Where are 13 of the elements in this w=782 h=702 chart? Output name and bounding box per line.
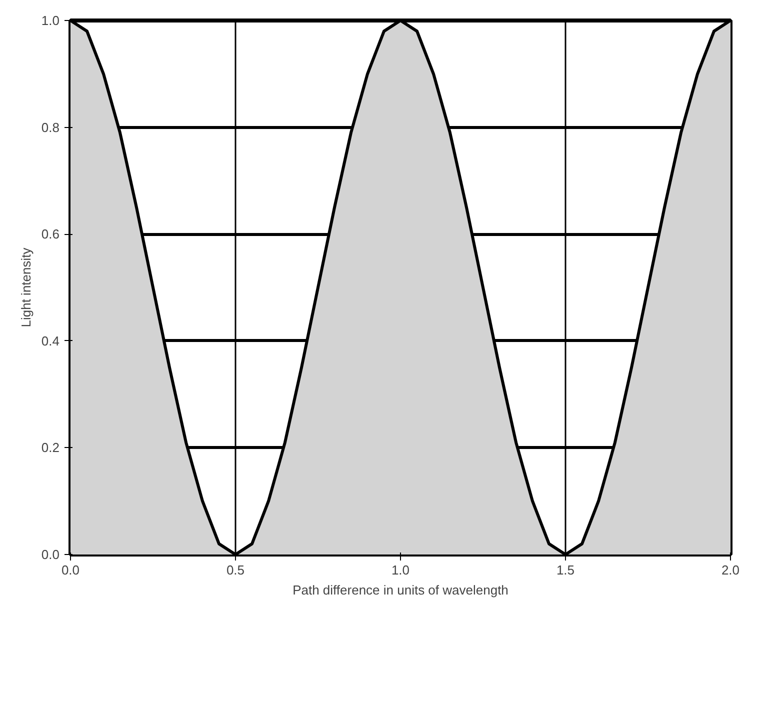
y-tick-label: 1.0 bbox=[41, 13, 60, 28]
x-tick-label: 1.5 bbox=[556, 562, 575, 578]
y-tick-label: 0.6 bbox=[41, 226, 60, 242]
y-tick-label: 0.2 bbox=[41, 440, 60, 456]
y-tick-label: 0.4 bbox=[41, 333, 60, 348]
x-tick-label: 1.0 bbox=[391, 562, 410, 578]
y-axis-title: Light intensity bbox=[18, 247, 34, 328]
x-tick-label: 2.0 bbox=[721, 562, 740, 578]
x-tick-label: 0.0 bbox=[61, 562, 80, 578]
y-tick-label: 0.0 bbox=[41, 547, 60, 562]
x-axis-title: Path difference in units of wavelength bbox=[292, 582, 508, 598]
x-tick-label: 0.5 bbox=[226, 562, 245, 578]
y-tick-label: 0.8 bbox=[41, 120, 60, 135]
